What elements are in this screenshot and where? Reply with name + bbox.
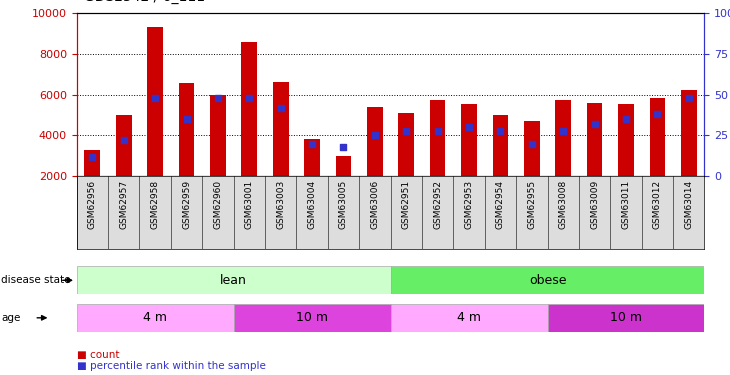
Bar xyxy=(681,90,696,176)
Bar xyxy=(461,104,477,176)
Text: GSM62953: GSM62953 xyxy=(464,180,474,229)
Point xyxy=(212,95,223,101)
Bar xyxy=(147,27,163,176)
Text: GSM62960: GSM62960 xyxy=(213,180,223,229)
Bar xyxy=(391,266,704,294)
Point xyxy=(86,154,98,160)
Point xyxy=(620,116,632,122)
Text: obese: obese xyxy=(529,274,566,287)
Point xyxy=(558,128,569,134)
Bar xyxy=(430,100,445,176)
Text: GSM62955: GSM62955 xyxy=(527,180,537,229)
Point xyxy=(400,128,412,134)
Point xyxy=(274,105,286,111)
Bar xyxy=(304,138,320,176)
Bar xyxy=(618,104,634,176)
Bar xyxy=(367,107,383,176)
Text: GSM63003: GSM63003 xyxy=(276,180,285,229)
Text: 10 m: 10 m xyxy=(296,311,328,324)
Point xyxy=(118,137,130,143)
Point xyxy=(149,95,161,101)
Point xyxy=(181,116,193,122)
Bar xyxy=(242,42,257,176)
Text: 4 m: 4 m xyxy=(457,311,481,324)
Bar xyxy=(77,266,391,294)
Text: GSM62956: GSM62956 xyxy=(88,180,97,229)
Point xyxy=(651,111,663,117)
Point xyxy=(337,144,350,150)
Text: GSM63006: GSM63006 xyxy=(370,180,380,229)
Point xyxy=(588,121,600,127)
Text: GSM63011: GSM63011 xyxy=(621,180,631,229)
Text: GSM63005: GSM63005 xyxy=(339,180,348,229)
Point xyxy=(683,95,695,101)
Text: GSM63009: GSM63009 xyxy=(590,180,599,229)
Text: GSM62957: GSM62957 xyxy=(119,180,128,229)
Bar xyxy=(556,100,571,176)
Bar xyxy=(548,304,704,332)
Text: disease state: disease state xyxy=(1,275,71,285)
Text: GSM62951: GSM62951 xyxy=(402,180,411,229)
Point xyxy=(307,141,318,147)
Bar xyxy=(77,304,234,332)
Point xyxy=(463,124,474,130)
Bar xyxy=(116,115,131,176)
Text: GSM62952: GSM62952 xyxy=(433,180,442,229)
Text: lean: lean xyxy=(220,274,247,287)
Bar xyxy=(524,121,539,176)
Text: GSM62954: GSM62954 xyxy=(496,180,505,229)
Point xyxy=(369,132,381,138)
Text: 4 m: 4 m xyxy=(143,311,167,324)
Text: GSM63008: GSM63008 xyxy=(558,180,568,229)
Text: ■ count: ■ count xyxy=(77,350,119,360)
Bar xyxy=(273,82,288,176)
Bar xyxy=(210,95,226,176)
Bar xyxy=(650,98,665,176)
Point xyxy=(526,141,538,147)
Text: GSM62958: GSM62958 xyxy=(150,180,160,229)
Bar xyxy=(391,304,548,332)
Point xyxy=(432,128,444,134)
Point xyxy=(495,128,507,134)
Text: GSM63004: GSM63004 xyxy=(307,180,317,229)
Text: GDS2542 / 6_111: GDS2542 / 6_111 xyxy=(84,0,205,4)
Text: GSM63001: GSM63001 xyxy=(245,180,254,229)
Text: ■ percentile rank within the sample: ■ percentile rank within the sample xyxy=(77,361,266,371)
Text: 10 m: 10 m xyxy=(610,311,642,324)
Point xyxy=(243,95,255,101)
Text: GSM62959: GSM62959 xyxy=(182,180,191,229)
Text: age: age xyxy=(1,313,21,323)
Text: GSM63012: GSM63012 xyxy=(653,180,662,229)
Bar xyxy=(587,103,602,176)
Bar xyxy=(399,113,414,176)
Bar xyxy=(179,84,194,176)
Bar xyxy=(336,156,351,176)
Text: GSM63014: GSM63014 xyxy=(684,180,693,229)
Bar xyxy=(493,115,508,176)
Bar xyxy=(234,304,391,332)
Bar xyxy=(85,150,100,176)
